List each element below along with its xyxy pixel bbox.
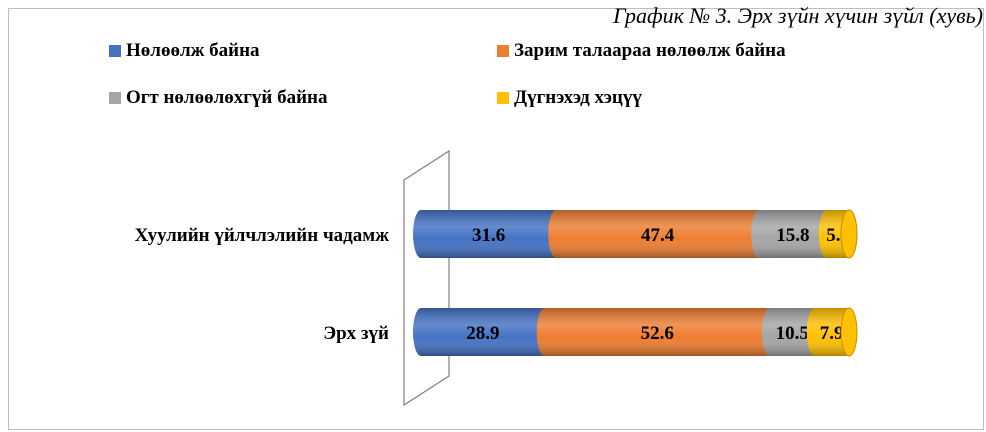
- plot-area: 31.6 47.4 15.8 5.328.9 52.6 10.5 7.9 Хуулийн ү…: [135, 149, 858, 407]
- bar-segment-0-1: [548, 210, 768, 258]
- legend-item-3: Дүгнэхэд хэцүү: [497, 87, 642, 109]
- data-label-1-0: 28.9: [466, 323, 499, 344]
- data-label-0-2: 15.8: [776, 225, 809, 246]
- legend-swatch-1: [497, 45, 509, 57]
- data-label-0-0: 31.6: [472, 225, 505, 246]
- legend-label-3: Дүгнэхэд хэцүү: [514, 87, 642, 108]
- legend-item-2: Огт нөлөөлөхгүй байна: [109, 87, 327, 109]
- bar-end-cap-0: [840, 209, 858, 259]
- category-label-1: Эрх зүй: [323, 323, 389, 344]
- legend-label-1: Зарим талаараа нөлөөлж байна: [514, 40, 786, 61]
- legend-swatch-0: [109, 45, 121, 57]
- chart-title: График № 3. Эрх зүйн хүчин зүйл (хувь): [613, 3, 983, 28]
- legend-item-1: Зарим талаараа нөлөөлж байна: [497, 40, 786, 62]
- bar-segment-0-2: [751, 210, 835, 258]
- data-label-1-3: 7.9: [820, 323, 844, 344]
- data-label-0-1: 47.4: [641, 225, 675, 246]
- bar-segment-0-0: [413, 210, 565, 258]
- data-label-1-2: 10.5: [776, 323, 809, 344]
- legend-item-0: Нөлөөлж байна: [109, 40, 260, 62]
- data-label-1-1: 52.6: [641, 323, 674, 344]
- bar-segment-1-0: [413, 308, 553, 356]
- axis-wall: [403, 149, 450, 407]
- legend-swatch-3: [497, 92, 509, 104]
- bar-segment-1-1: [536, 308, 778, 356]
- chart-frame: График № 3. Эрх зүйн хүчин зүйл (хувь) Н…: [8, 3, 984, 430]
- legend-swatch-2: [109, 92, 121, 104]
- legend-label-2: Огт нөлөөлөхгүй байна: [126, 87, 328, 108]
- bar-segment-1-2: [761, 308, 823, 356]
- category-label-0: Хуулийн үйлчлэлийн чадамж: [135, 225, 390, 246]
- bar-end-cap-1: [840, 307, 858, 357]
- legend-label-0: Нөлөөлж байна: [126, 40, 260, 61]
